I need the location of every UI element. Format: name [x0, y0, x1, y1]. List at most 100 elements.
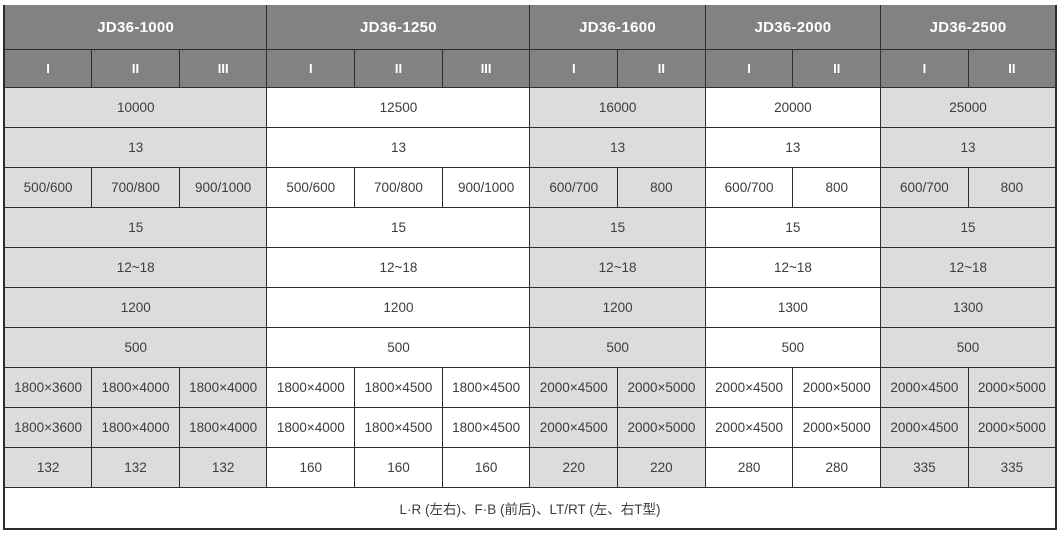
spec-cell: 1800×4500	[354, 367, 443, 408]
spec-cell: 220	[617, 447, 706, 488]
spec-cell: 13	[880, 127, 1057, 168]
spec-cell: 12500	[266, 87, 531, 128]
spec-cell: 1200	[529, 287, 706, 328]
spec-row: 500/600 700/800 900/1000 500/600 700/800 900/…	[3, 167, 1057, 208]
direction-note-cell: L·R (左右)、F·B (前后)、LT/RT (左、右T型)	[3, 487, 1057, 530]
spec-cell: 700/800	[91, 167, 180, 208]
variant-header-cell: III	[178, 49, 268, 88]
spec-cell: 13	[704, 127, 882, 168]
spec-cell: 15	[880, 207, 1057, 248]
spec-row: 12~18 12~18 12~18 12~18 12~18	[3, 247, 1057, 288]
spec-cell: 12~18	[704, 247, 882, 288]
spec-cell: 700/800	[354, 167, 443, 208]
spec-cell: 1800×3600	[3, 367, 93, 408]
spec-cell: 15	[704, 207, 882, 248]
spec-cell: 2000×4500	[704, 407, 794, 448]
spec-cell: 1800×4000	[266, 407, 356, 448]
spec-cell: 1200	[3, 287, 268, 328]
spec-cell: 2000×5000	[792, 367, 882, 408]
spec-cell: 16000	[529, 87, 706, 128]
spec-cell: 500	[266, 327, 531, 368]
variant-header-cell: I	[880, 49, 969, 88]
spec-cell: 160	[266, 447, 356, 488]
spec-cell: 2000×4500	[880, 367, 969, 408]
spec-cell: 1800×4000	[178, 407, 268, 448]
spec-cell: 1300	[704, 287, 882, 328]
variant-header-cell: I	[266, 49, 356, 88]
spec-cell: 2000×4500	[529, 367, 619, 408]
spec-row: 15 15 15 15 15	[3, 207, 1057, 248]
model-header-cell: JD36-1600	[529, 5, 706, 50]
spec-cell: 12~18	[266, 247, 531, 288]
spec-cell: 900/1000	[441, 167, 531, 208]
spec-cell: 12~18	[529, 247, 706, 288]
variant-header-cell: II	[91, 49, 180, 88]
spec-cell: 15	[529, 207, 706, 248]
spec-cell: 1800×4000	[266, 367, 356, 408]
model-header-cell: JD36-2500	[880, 5, 1057, 50]
spec-cell: 2000×4500	[704, 367, 794, 408]
spec-cell: 500	[3, 327, 268, 368]
spec-cell: 600/700	[880, 167, 969, 208]
spec-table: JD36-1000 JD36-1250 JD36-1600 JD36-2000 JD36…	[3, 5, 1057, 530]
spec-cell: 1300	[880, 287, 1057, 328]
variant-header-cell: II	[967, 49, 1057, 88]
spec-cell: 800	[967, 167, 1057, 208]
variant-header-row: I II III I II III I II I II I II	[3, 49, 1057, 88]
spec-cell: 280	[704, 447, 794, 488]
spec-cell: 600/700	[704, 167, 794, 208]
spec-cell: 220	[529, 447, 619, 488]
spec-cell: 15	[266, 207, 531, 248]
spec-cell: 2000×5000	[792, 407, 882, 448]
spec-row: 1800×3600 1800×4000 1800×4000 1800×4000 1800…	[3, 367, 1057, 408]
spec-row: 13 13 13 13 13	[3, 127, 1057, 168]
spec-cell: 160	[354, 447, 443, 488]
spec-cell: 500/600	[266, 167, 356, 208]
spec-cell: 1800×4000	[91, 407, 180, 448]
spec-cell: 500	[704, 327, 882, 368]
spec-cell: 15	[3, 207, 268, 248]
spec-cell: 2000×5000	[967, 407, 1057, 448]
spec-cell: 1200	[266, 287, 531, 328]
spec-cell: 132	[178, 447, 268, 488]
spec-row: 10000 12500 16000 20000 25000	[3, 87, 1057, 128]
variant-header-cell: II	[617, 49, 706, 88]
spec-cell: 2000×5000	[967, 367, 1057, 408]
spec-cell: 2000×4500	[880, 407, 969, 448]
spec-cell: 335	[880, 447, 969, 488]
spec-cell: 800	[792, 167, 882, 208]
spec-cell: 600/700	[529, 167, 619, 208]
spec-cell: 1800×4500	[441, 367, 531, 408]
spec-row: 1200 1200 1200 1300 1300	[3, 287, 1057, 328]
spec-cell: 25000	[880, 87, 1057, 128]
spec-cell: 1800×3600	[3, 407, 93, 448]
model-header-cell: JD36-1250	[266, 5, 531, 50]
spec-cell: 500	[880, 327, 1057, 368]
spec-cell: 2000×5000	[617, 407, 706, 448]
direction-note-row: L·R (左右)、F·B (前后)、LT/RT (左、右T型)	[3, 487, 1057, 530]
variant-header-cell: III	[441, 49, 531, 88]
spec-cell: 900/1000	[178, 167, 268, 208]
spec-cell: 500	[529, 327, 706, 368]
spec-row: 500 500 500 500 500	[3, 327, 1057, 368]
variant-header-cell: II	[354, 49, 443, 88]
spec-cell: 280	[792, 447, 882, 488]
spec-cell: 1800×4500	[354, 407, 443, 448]
model-header-cell: JD36-1000	[3, 5, 268, 50]
spec-cell: 12~18	[3, 247, 268, 288]
spec-cell: 10000	[3, 87, 268, 128]
spec-cell: 160	[441, 447, 531, 488]
spec-row: 132 132 132 160 160 160 220 220 280 280 335 335	[3, 447, 1057, 488]
model-header-row: JD36-1000 JD36-1250 JD36-1600 JD36-2000 JD36…	[3, 5, 1057, 50]
spec-cell: 20000	[704, 87, 882, 128]
variant-header-cell: I	[3, 49, 93, 88]
spec-cell: 1800×4500	[441, 407, 531, 448]
spec-cell: 500/600	[3, 167, 93, 208]
variant-header-cell: I	[704, 49, 794, 88]
spec-cell: 2000×5000	[617, 367, 706, 408]
variant-header-cell: II	[792, 49, 882, 88]
spec-cell: 13	[3, 127, 268, 168]
variant-header-cell: I	[529, 49, 619, 88]
spec-row: 1800×3600 1800×4000 1800×4000 1800×4000 1800…	[3, 407, 1057, 448]
